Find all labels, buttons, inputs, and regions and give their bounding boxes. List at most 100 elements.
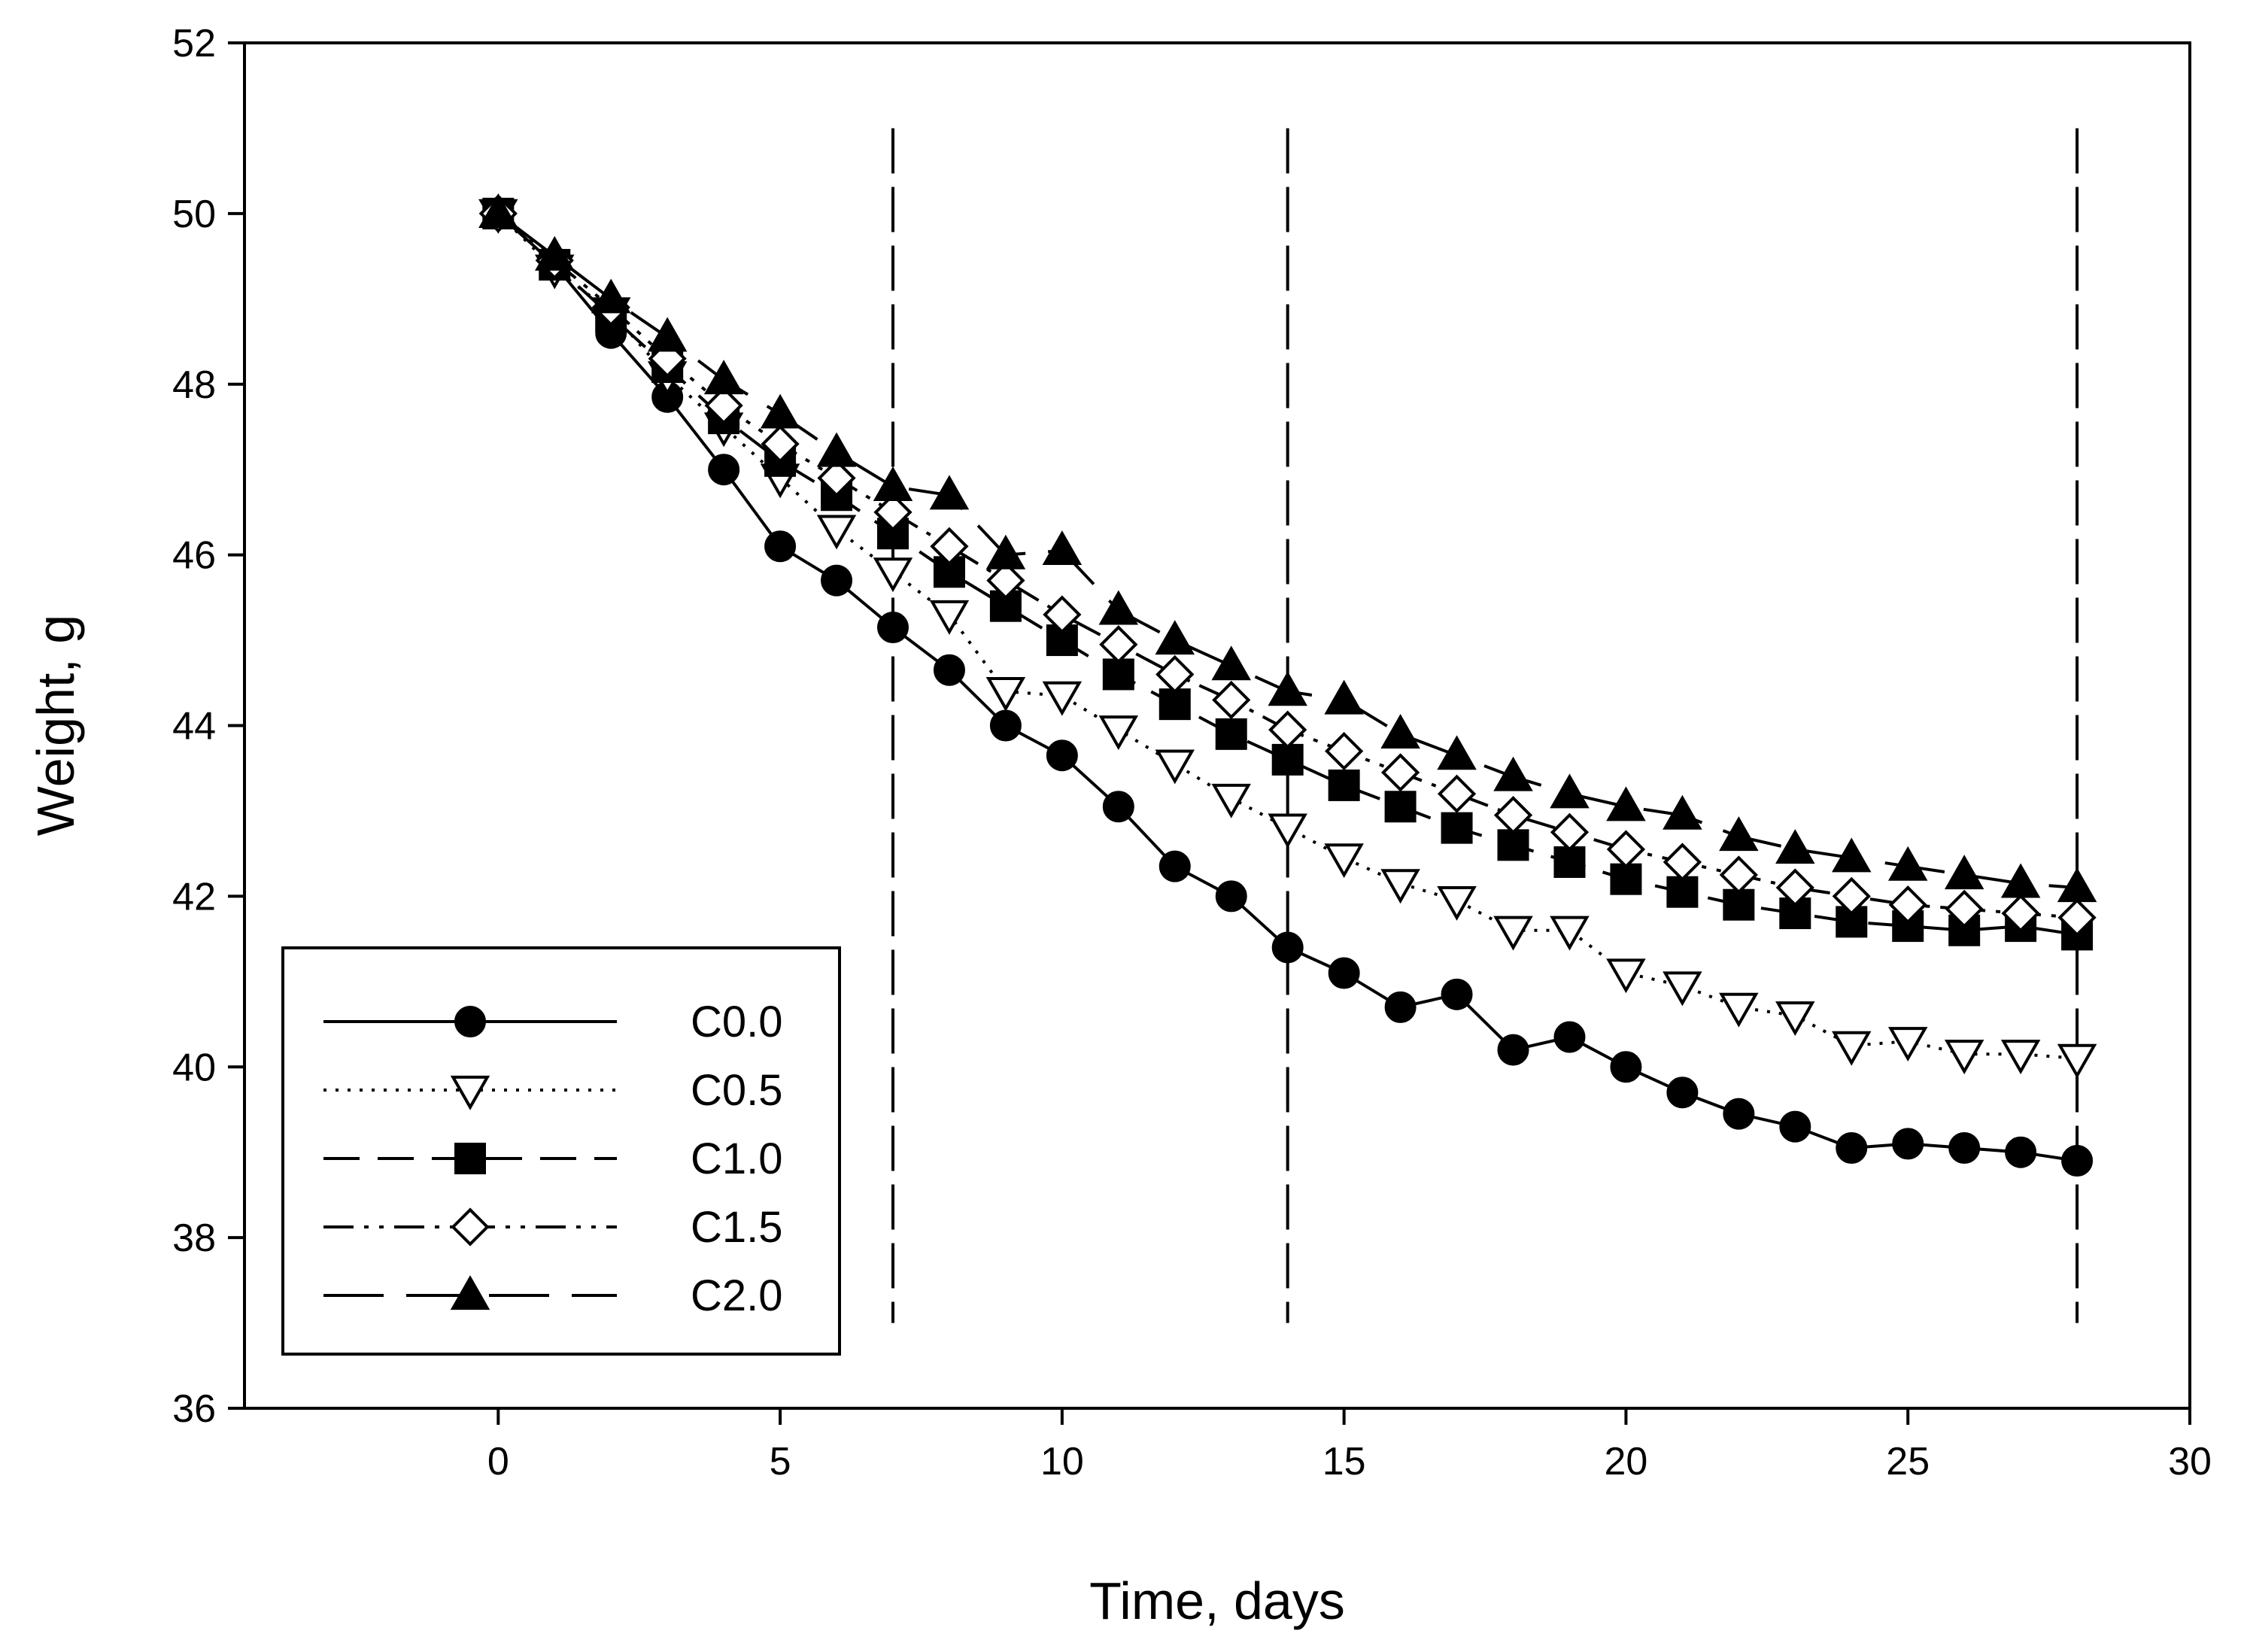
data-point bbox=[1215, 880, 1247, 913]
data-point bbox=[1719, 855, 1758, 894]
data-point bbox=[1158, 688, 1191, 721]
x-tick-label: 25 bbox=[1886, 1440, 1930, 1483]
data-point bbox=[2057, 898, 2097, 937]
data-point bbox=[2057, 867, 2097, 903]
data-point bbox=[1099, 625, 1138, 664]
x-tick-label: 30 bbox=[2168, 1440, 2212, 1483]
data-point bbox=[1836, 1132, 1868, 1165]
data-point bbox=[985, 677, 1026, 712]
data-point bbox=[2001, 894, 2040, 933]
legend: C0.0 C0.5 C1.0 C1.5 C2.0 bbox=[281, 946, 841, 1356]
data-point bbox=[1723, 1098, 1755, 1130]
data-point bbox=[1380, 753, 1420, 792]
legend-box bbox=[281, 946, 841, 1356]
data-point bbox=[1441, 978, 1473, 1010]
data-point bbox=[535, 235, 575, 271]
legend-marker bbox=[454, 1006, 486, 1037]
series-line bbox=[496, 212, 2078, 1060]
legend-label: C0.0 bbox=[691, 998, 783, 1046]
series-c0-5 bbox=[478, 199, 2097, 1079]
data-point bbox=[817, 458, 856, 498]
data-point bbox=[1325, 731, 1364, 771]
data-point bbox=[816, 515, 857, 550]
data-point bbox=[1437, 774, 1477, 813]
data-point bbox=[873, 493, 912, 532]
y-tick-label: 52 bbox=[172, 22, 216, 65]
data-point bbox=[1832, 837, 1872, 873]
data-point bbox=[1719, 992, 1759, 1028]
data-point bbox=[478, 193, 518, 228]
data-point bbox=[1493, 916, 1533, 951]
data-point bbox=[1497, 829, 1529, 861]
data-point bbox=[1098, 590, 1139, 625]
data-point bbox=[1610, 1051, 1642, 1083]
y-tick-label: 38 bbox=[172, 1216, 216, 1260]
data-point bbox=[1324, 843, 1364, 879]
data-point bbox=[1550, 773, 1590, 809]
x-tick-label: 20 bbox=[1605, 1440, 1648, 1483]
data-point bbox=[647, 317, 688, 352]
data-point bbox=[1553, 1021, 1586, 1053]
data-point bbox=[1324, 679, 1364, 715]
x-tick-label: 5 bbox=[770, 1440, 791, 1483]
y-axis-title: Weight, g bbox=[26, 615, 85, 836]
legend-marker bbox=[451, 1207, 490, 1247]
data-point bbox=[1719, 816, 1759, 852]
data-point bbox=[1832, 876, 1871, 916]
data-point bbox=[989, 709, 1022, 742]
data-point bbox=[1892, 1128, 1924, 1160]
series-c1-0 bbox=[482, 197, 2094, 951]
data-point bbox=[1155, 749, 1195, 785]
data-point bbox=[1944, 1040, 1984, 1075]
data-point bbox=[929, 600, 970, 635]
data-point bbox=[1437, 885, 1477, 921]
x-axis-title: Time, days bbox=[1089, 1572, 1345, 1630]
data-point bbox=[1102, 658, 1134, 691]
data-point bbox=[1945, 889, 1984, 929]
series-c2-0 bbox=[478, 193, 2097, 903]
data-point bbox=[1663, 971, 1702, 1007]
data-point bbox=[1493, 795, 1533, 835]
data-point bbox=[760, 393, 800, 429]
data-point bbox=[2061, 1145, 2094, 1177]
data-point bbox=[1380, 869, 1420, 904]
data-point bbox=[1663, 794, 1702, 830]
data-point bbox=[1779, 1110, 1811, 1143]
data-point bbox=[1832, 1031, 1872, 1066]
data-point bbox=[1606, 958, 1646, 994]
data-point bbox=[1042, 681, 1083, 716]
data-point bbox=[1775, 829, 1815, 864]
data-point bbox=[1098, 715, 1139, 751]
series-group bbox=[478, 193, 2097, 1177]
data-point bbox=[1553, 846, 1586, 878]
data-point bbox=[985, 534, 1026, 569]
data-point bbox=[821, 564, 853, 597]
data-point bbox=[1606, 830, 1646, 869]
data-point bbox=[1610, 863, 1642, 895]
data-point bbox=[873, 466, 913, 501]
data-point bbox=[930, 527, 969, 566]
data-point bbox=[2000, 1040, 2041, 1075]
data-point bbox=[816, 432, 857, 467]
data-point bbox=[1102, 791, 1134, 823]
y-tick-label: 42 bbox=[172, 875, 216, 919]
legend-label: C0.5 bbox=[691, 1066, 783, 1115]
legend-label: C1.5 bbox=[691, 1203, 783, 1252]
legend-marker bbox=[450, 1275, 490, 1310]
y-tick-label: 50 bbox=[172, 193, 216, 236]
data-point bbox=[591, 278, 631, 314]
data-point bbox=[1497, 1034, 1529, 1066]
legend-marker bbox=[450, 1075, 490, 1110]
y-tick-label: 48 bbox=[172, 363, 216, 407]
data-point bbox=[708, 454, 740, 486]
data-point bbox=[761, 424, 800, 463]
x-tick-label: 15 bbox=[1322, 1440, 1366, 1483]
data-point bbox=[933, 654, 965, 686]
data-point bbox=[1888, 885, 1927, 925]
series-line bbox=[496, 212, 2078, 937]
x-tick-label: 10 bbox=[1040, 1440, 1084, 1483]
data-point bbox=[1441, 812, 1473, 844]
data-point bbox=[1046, 739, 1078, 772]
data-point bbox=[986, 561, 1025, 600]
